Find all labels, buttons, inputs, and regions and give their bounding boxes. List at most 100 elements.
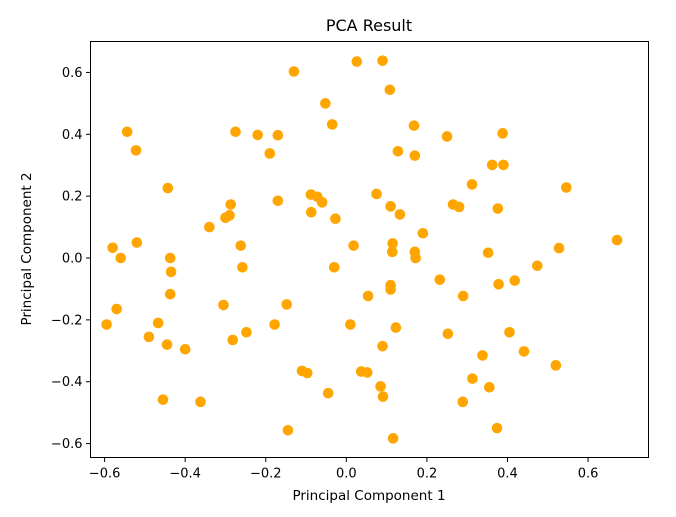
- x-tick-label: 0.6: [578, 467, 599, 482]
- scatter-point: [386, 246, 398, 258]
- scatter-point: [227, 334, 239, 346]
- scatter-point: [611, 234, 623, 246]
- scatter-point: [282, 424, 294, 436]
- y-tick-label: 0.4: [62, 128, 83, 143]
- scatter-point: [491, 422, 503, 434]
- scatter-point: [345, 319, 356, 330]
- scatter-point: [377, 55, 388, 66]
- scatter-point: [390, 322, 402, 333]
- scatter-point: [281, 299, 293, 310]
- y-tick-label: 0.6: [62, 66, 83, 81]
- x-tick-label: 0.0: [336, 467, 357, 482]
- y-tick-label: −0.6: [51, 437, 83, 452]
- scatter-point: [264, 148, 276, 159]
- scatter-point: [326, 119, 338, 130]
- scatter-point: [509, 275, 521, 286]
- scatter-point: [504, 326, 515, 338]
- scatter-point: [484, 381, 495, 393]
- scatter-point: [348, 240, 359, 251]
- scatter-point: [241, 326, 252, 338]
- scatter-point: [204, 221, 215, 233]
- scatter-point: [498, 159, 509, 171]
- scatter-point: [361, 367, 373, 378]
- scatter-point: [467, 373, 478, 384]
- scatter-point: [351, 56, 363, 67]
- scatter-point: [230, 126, 241, 138]
- scatter-point: [385, 201, 396, 212]
- scatter-point: [121, 126, 133, 138]
- scatter-point: [492, 203, 504, 214]
- scatter-point: [305, 206, 317, 218]
- scatter-point: [301, 367, 313, 379]
- y-tick-label: 0.2: [62, 190, 83, 205]
- scatter-point: [377, 340, 388, 352]
- scatter-point: [371, 188, 382, 200]
- scatter-point: [387, 238, 398, 249]
- scatter-point: [130, 145, 142, 156]
- scatter-point: [269, 319, 280, 330]
- points-layer: [101, 55, 623, 444]
- y-tick-label: −0.2: [51, 313, 83, 328]
- scatter-point: [453, 201, 465, 213]
- scatter-point: [235, 240, 247, 251]
- scatter-point: [165, 266, 177, 278]
- scatter-point: [111, 303, 122, 315]
- x-axis-ticks: −0.6 −0.4 −0.2 0.0 0.2 0.4 0.6: [89, 457, 599, 482]
- scatter-point: [164, 288, 176, 300]
- scatter-point: [252, 129, 263, 141]
- scatter-point: [179, 343, 191, 355]
- scatter-point: [387, 433, 399, 444]
- scatter-point: [394, 209, 406, 220]
- scatter-point: [477, 350, 488, 361]
- scatter-point: [330, 213, 341, 225]
- chart-title: PCA Result: [326, 16, 412, 35]
- x-tick-label: 0.4: [497, 467, 518, 482]
- scatter-point: [457, 290, 469, 302]
- y-axis-label: Principal Component 2: [19, 172, 35, 325]
- scatter-point: [442, 328, 454, 340]
- scatter-point: [195, 396, 206, 408]
- scatter-point: [225, 199, 237, 210]
- scatter-point: [218, 299, 229, 311]
- y-axis-ticks: −0.6 −0.4 −0.2 0.0 0.2 0.4 0.6: [51, 66, 91, 452]
- scatter-point: [237, 261, 248, 273]
- scatter-point: [518, 346, 530, 357]
- scatter-point: [288, 66, 300, 77]
- scatter-point: [162, 182, 174, 194]
- scatter-point: [457, 396, 469, 408]
- scatter-point: [410, 252, 421, 264]
- scatter-point: [322, 387, 334, 399]
- scatter-point: [316, 197, 328, 208]
- scatter-point: [384, 84, 396, 96]
- scatter-point: [434, 274, 446, 285]
- x-axis-label: Principal Component 1: [292, 488, 445, 504]
- x-tick-label: −0.2: [250, 467, 282, 482]
- scatter-point: [441, 131, 453, 142]
- scatter-point: [164, 252, 176, 264]
- scatter-point: [377, 391, 389, 402]
- scatter-point: [115, 252, 127, 264]
- scatter-point: [107, 242, 118, 254]
- scatter-point: [482, 247, 494, 259]
- scatter-point: [152, 317, 164, 329]
- scatter-point: [553, 242, 565, 254]
- scatter-point: [417, 227, 429, 239]
- scatter-point: [362, 290, 374, 302]
- scatter-point: [143, 331, 155, 343]
- scatter-point: [550, 360, 562, 371]
- scatter-point: [220, 212, 231, 224]
- scatter-point: [561, 182, 572, 193]
- scatter-point: [131, 237, 143, 248]
- scatter-point: [532, 260, 543, 272]
- y-tick-label: −0.4: [51, 375, 83, 390]
- scatter-point: [466, 179, 478, 190]
- scatter-point: [161, 339, 173, 350]
- scatter-point: [408, 120, 420, 131]
- scatter-point: [392, 146, 404, 157]
- scatter-point: [409, 150, 421, 161]
- scatter-point: [101, 319, 112, 330]
- x-tick-label: 0.2: [417, 467, 438, 482]
- scatter-point: [272, 129, 284, 141]
- scatter-point: [272, 195, 284, 207]
